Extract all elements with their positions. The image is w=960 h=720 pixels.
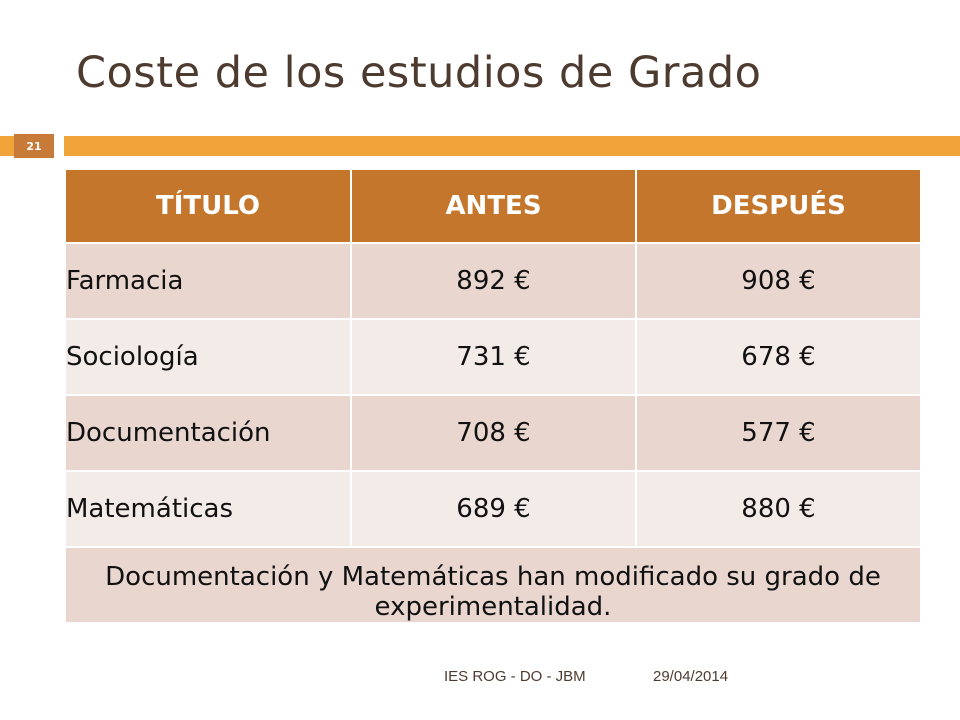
cell-titulo: Farmacia bbox=[64, 242, 352, 320]
table-row: Farmacia 892 € 908 € bbox=[64, 242, 922, 320]
cell-despues: 678 € bbox=[635, 318, 922, 396]
cell-titulo: Sociología bbox=[64, 318, 352, 396]
header-titulo: TÍTULO bbox=[64, 168, 352, 244]
cell-antes: 708 € bbox=[350, 394, 637, 472]
cell-despues: 908 € bbox=[635, 242, 922, 320]
table-note-row: Documentación y Matemáticas han modifica… bbox=[64, 546, 922, 624]
cell-titulo: Matemáticas bbox=[64, 470, 352, 548]
table-note: Documentación y Matemáticas han modifica… bbox=[64, 546, 922, 624]
cell-despues: 880 € bbox=[635, 470, 922, 548]
slide-title: Coste de los estudios de Grado bbox=[76, 48, 762, 98]
cell-despues: 577 € bbox=[635, 394, 922, 472]
footer-text: IES ROG - DO - JBM bbox=[444, 668, 586, 685]
table-row: Sociología 731 € 678 € bbox=[64, 318, 922, 396]
header-antes: ANTES bbox=[350, 168, 637, 244]
header-despues: DESPUÉS bbox=[635, 168, 922, 244]
footer-date: 29/04/2014 bbox=[653, 668, 729, 685]
accent-bar bbox=[64, 136, 960, 156]
table-row: Matemáticas 689 € 880 € bbox=[64, 470, 922, 548]
cell-antes: 689 € bbox=[350, 470, 637, 548]
accent-bar-left bbox=[0, 136, 14, 156]
table-row: Documentación 708 € 577 € bbox=[64, 394, 922, 472]
cell-titulo: Documentación bbox=[64, 394, 352, 472]
cell-antes: 892 € bbox=[350, 242, 637, 320]
cell-antes: 731 € bbox=[350, 318, 637, 396]
cost-table: TÍTULO ANTES DESPUÉS Farmacia 892 € 908 … bbox=[64, 168, 922, 624]
slide-number-badge: 21 bbox=[14, 134, 54, 158]
table-header-row: TÍTULO ANTES DESPUÉS bbox=[64, 168, 922, 244]
